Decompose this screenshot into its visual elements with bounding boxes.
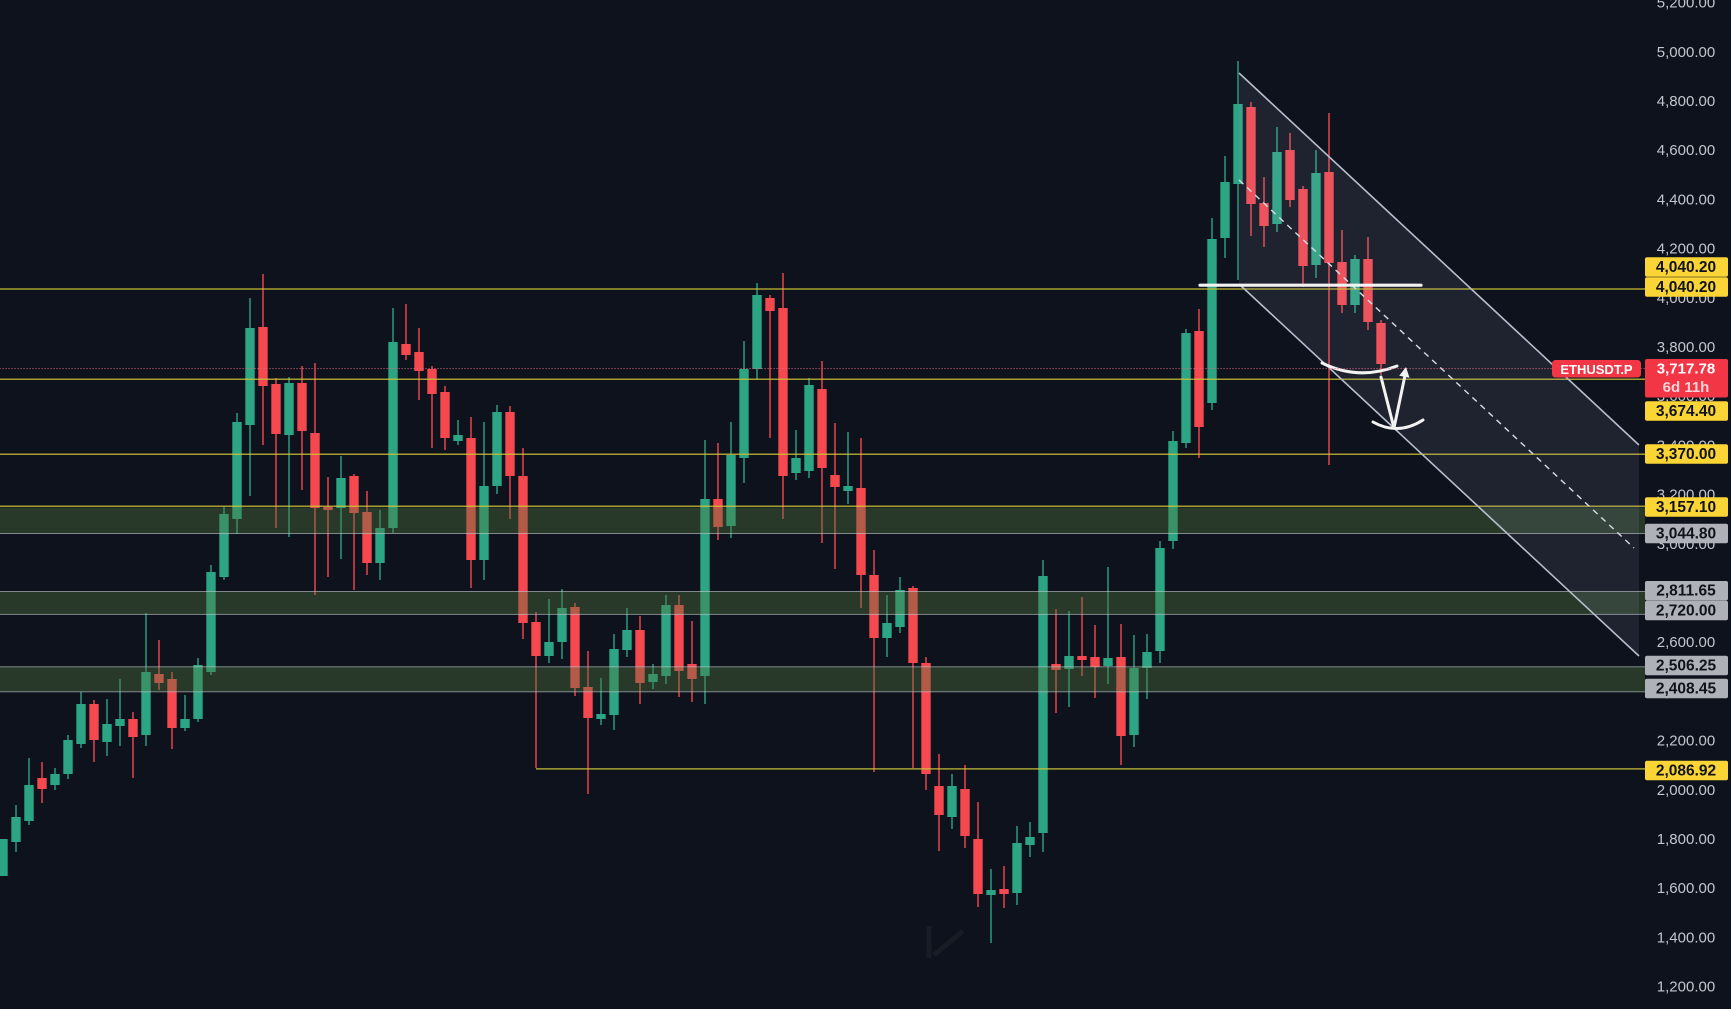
svg-text:4,600.00: 4,600.00 <box>1657 142 1715 159</box>
svg-text:3,674.40: 3,674.40 <box>1656 403 1716 420</box>
svg-text:3,157.10: 3,157.10 <box>1656 499 1716 516</box>
svg-text:5,000.00: 5,000.00 <box>1657 44 1715 61</box>
svg-text:4,040.20: 4,040.20 <box>1656 259 1716 276</box>
svg-text:4,800.00: 4,800.00 <box>1657 93 1715 110</box>
svg-text:1,200.00: 1,200.00 <box>1657 979 1715 996</box>
svg-text:3,800.00: 3,800.00 <box>1657 339 1715 356</box>
svg-text:6d 11h: 6d 11h <box>1663 379 1710 396</box>
svg-text:3,370.00: 3,370.00 <box>1656 446 1716 463</box>
svg-text:1,400.00: 1,400.00 <box>1657 929 1715 946</box>
svg-text:2,408.45: 2,408.45 <box>1656 681 1717 698</box>
svg-text:4,400.00: 4,400.00 <box>1657 191 1715 208</box>
svg-text:2,720.00: 2,720.00 <box>1656 603 1716 620</box>
svg-text:1,600.00: 1,600.00 <box>1657 880 1715 897</box>
svg-text:1,800.00: 1,800.00 <box>1657 831 1715 848</box>
svg-text:2,600.00: 2,600.00 <box>1657 634 1715 651</box>
svg-text:ETHUSDT.P: ETHUSDT.P <box>1560 362 1633 377</box>
svg-text:2,000.00: 2,000.00 <box>1657 782 1715 799</box>
svg-text:2,506.25: 2,506.25 <box>1656 658 1717 675</box>
svg-text:3,044.80: 3,044.80 <box>1656 526 1716 543</box>
svg-text:2,086.92: 2,086.92 <box>1656 763 1716 780</box>
svg-text:5,200.00: 5,200.00 <box>1657 0 1715 12</box>
svg-text:2,811.65: 2,811.65 <box>1656 583 1716 600</box>
svg-text:4,040.20: 4,040.20 <box>1656 279 1716 296</box>
svg-text:4,200.00: 4,200.00 <box>1657 241 1715 258</box>
svg-text:2,200.00: 2,200.00 <box>1657 733 1715 750</box>
svg-text:3,717.78: 3,717.78 <box>1657 361 1715 378</box>
